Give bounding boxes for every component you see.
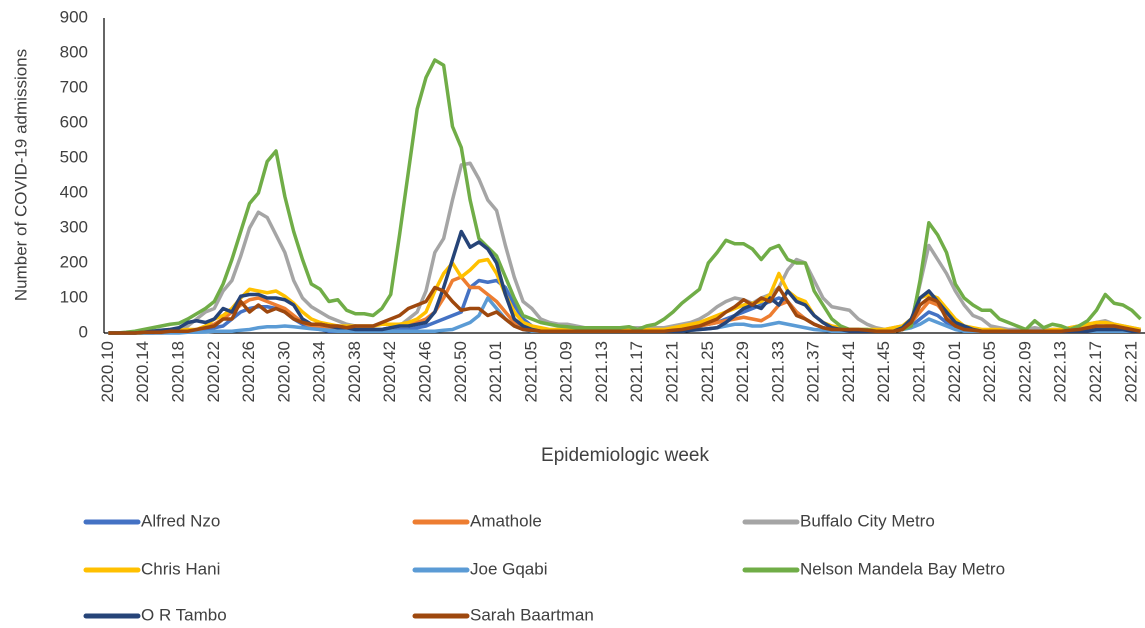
x-tick-label: 2021.21 [663, 341, 682, 402]
x-tick-label: 2021.17 [627, 341, 646, 402]
x-tick-label: 2020.10 [98, 341, 117, 402]
y-tick-label: 900 [60, 7, 88, 26]
x-tick-label: 2021.37 [804, 341, 823, 402]
x-tick-label: 2022.13 [1051, 341, 1070, 402]
x-tick-label: 2021.33 [768, 341, 787, 402]
x-tick-label: 2022.09 [1015, 341, 1034, 402]
legend-label: Joe Gqabi [470, 559, 548, 578]
legend-label: Buffalo City Metro [800, 511, 935, 530]
x-tick-label: 2020.50 [451, 341, 470, 402]
x-tick-label: 2020.34 [310, 341, 329, 402]
x-axis-title: Epidemiologic week [541, 445, 709, 466]
legend-label: Amathole [470, 511, 542, 530]
x-tick-label: 2021.25 [698, 341, 717, 402]
x-tick-label: 2020.46 [415, 341, 434, 402]
legend-label: Nelson Mandela Bay Metro [800, 559, 1005, 578]
legend-label: Sarah Baartman [470, 605, 594, 624]
series-line [108, 229, 1141, 335]
y-tick-label: 200 [60, 252, 88, 271]
x-tick-label: 2021.13 [592, 341, 611, 402]
x-tick-label: 2020.26 [239, 341, 258, 402]
y-tick-label: 700 [60, 77, 88, 96]
x-tick-label: 2021.29 [733, 341, 752, 402]
x-tick-label: 2020.42 [380, 341, 399, 402]
x-tick-label: 2021.49 [910, 341, 929, 402]
x-tick-label: 2020.18 [168, 341, 187, 402]
x-tick-label: 2022.05 [980, 341, 999, 402]
x-tick-label: 2021.41 [839, 341, 858, 402]
x-tick-label: 2021.01 [486, 341, 505, 402]
x-tick-label: 2022.17 [1086, 341, 1105, 402]
y-tick-label: 300 [60, 217, 88, 236]
series-line [108, 285, 1141, 335]
y-axis-title: Number of COVID-19 admissions [11, 49, 30, 301]
y-tick-label: 600 [60, 112, 88, 131]
y-tick-label: 400 [60, 182, 88, 201]
x-tick-label: 2021.05 [521, 341, 540, 402]
y-tick-label: 100 [60, 287, 88, 306]
y-tick-label: 800 [60, 42, 88, 61]
legend-label: Alfred Nzo [141, 511, 220, 530]
series-line [108, 58, 1142, 335]
x-tick-label: 2020.38 [345, 341, 364, 402]
x-tick-label: 2022.01 [945, 341, 964, 402]
y-tick-label: 0 [79, 322, 88, 341]
x-tick-label: 2020.22 [204, 341, 223, 402]
x-tick-label: 2022.21 [1121, 341, 1140, 402]
legend-label: Chris Hani [141, 559, 220, 578]
x-tick-label: 2020.30 [274, 341, 293, 402]
legend-label: O R Tambo [141, 605, 227, 624]
x-tick-label: 2021.09 [557, 341, 576, 402]
y-tick-label: 500 [60, 147, 88, 166]
x-tick-label: 2020.14 [133, 341, 152, 402]
x-tick-label: 2021.45 [874, 341, 893, 402]
